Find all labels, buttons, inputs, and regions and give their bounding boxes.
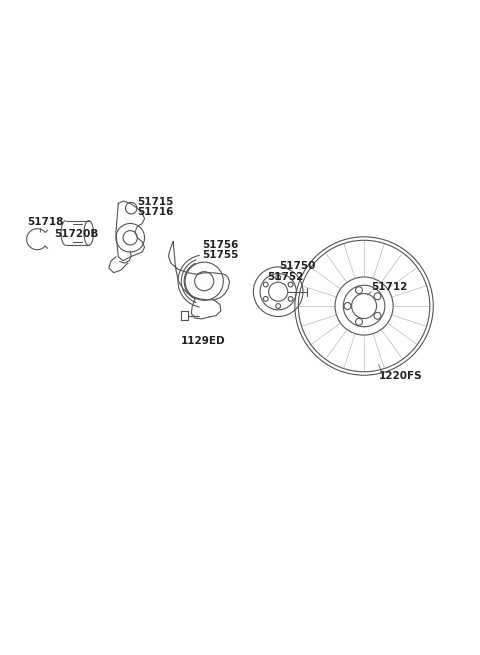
Text: 51718: 51718 <box>28 217 64 227</box>
Text: 1129ED: 1129ED <box>180 336 225 346</box>
Text: 1220FS: 1220FS <box>378 371 422 381</box>
Text: 51752: 51752 <box>267 272 303 282</box>
Text: 51715: 51715 <box>137 197 174 208</box>
Text: 51755: 51755 <box>202 250 238 260</box>
Text: 51712: 51712 <box>371 282 408 292</box>
Text: 51716: 51716 <box>137 207 174 217</box>
Text: 51750: 51750 <box>279 261 315 271</box>
Text: 51720B: 51720B <box>54 229 98 240</box>
Text: 51756: 51756 <box>202 240 238 250</box>
